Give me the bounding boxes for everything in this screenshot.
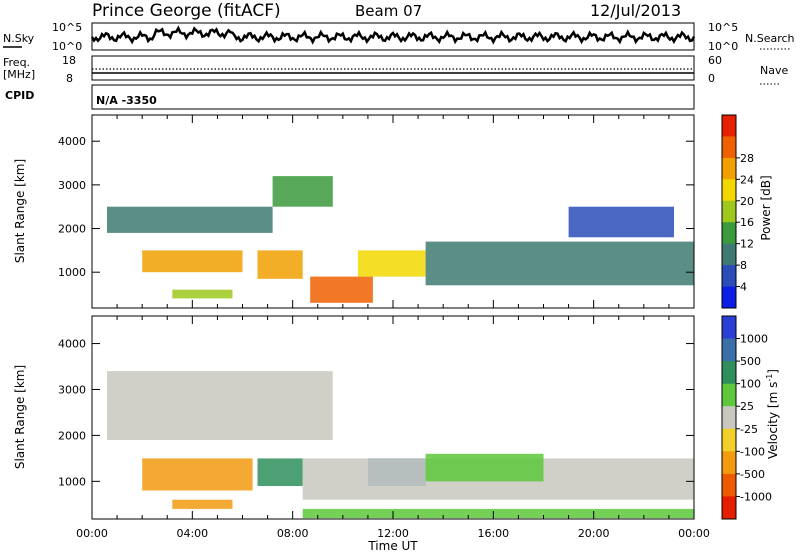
cpid-panel: CPID N/A -3350 <box>5 84 695 110</box>
velocity-panel: Slant Range [km] 1000 2000 3000 4000 00:00 0… <box>13 315 780 540</box>
noise-sky-trace <box>90 25 696 45</box>
power-region-3 <box>257 250 303 279</box>
vel-colorbar-segment <box>722 496 736 520</box>
power-region-6 <box>425 241 694 286</box>
x-tick-label: 00:00 <box>76 527 108 540</box>
power-colorbar-segment <box>722 265 736 287</box>
power-colorbar-tick-label: 16 <box>740 216 754 229</box>
nave-label: Nave <box>760 64 788 77</box>
power-colorbar-tick-label: 20 <box>740 195 754 208</box>
noise-left-tick-bottom: 10^0 <box>52 40 82 53</box>
x-tick-label: 04:00 <box>176 527 208 540</box>
power-ytick-label: 1000 <box>58 266 86 279</box>
date-title: 12/Jul/2013 <box>590 1 681 20</box>
power-colorbar-segment <box>722 286 736 309</box>
cpid-value: N/A -3350 <box>96 94 157 107</box>
power-colorbar-segment <box>722 200 736 223</box>
vel-ytick-label: 3000 <box>58 383 86 396</box>
power-panel: Slant Range [km] 1000 2000 3000 4000 4 8 12 16… <box>13 114 773 309</box>
x-tick-label: 00:00 <box>678 527 710 540</box>
power-ytick-label: 2000 <box>58 223 86 236</box>
vel-colorbar-tick-label: 100 <box>740 378 761 391</box>
vel-colorbar-tick-label: 1000 <box>740 333 768 346</box>
vel-colorbar-frame <box>721 315 737 520</box>
power-colorbar-tick-label: 4 <box>740 281 747 294</box>
power-colorbar-segment <box>722 222 736 245</box>
power-region-4 <box>310 276 373 303</box>
noise-left-label: N.Sky <box>3 32 35 45</box>
vel-colorbar-tick-label: -500 <box>740 468 765 481</box>
power-region-0 <box>107 206 273 233</box>
vel-colorbar-tick-label: 25 <box>740 400 754 413</box>
vel-colorbar-segment <box>722 451 736 475</box>
vel-colorbar-segment <box>722 361 736 385</box>
noise-right-label: N.Search <box>745 32 795 45</box>
vel-region-1 <box>142 458 253 491</box>
power-colorbar-segment <box>722 157 736 180</box>
power-region-5 <box>357 250 426 277</box>
velocity-colorbar-label: Velocity [m s-1] <box>765 369 780 459</box>
vel-ytick-label: 4000 <box>58 338 86 351</box>
freq-left-tick-bottom: 8 <box>66 72 73 85</box>
noise-panel: N.Sky 10^5 10^0 10^5 10^0 N.Search <box>3 21 795 53</box>
power-ytick-label: 4000 <box>58 135 86 148</box>
frequency-panel: Freq. [MHz] 18 8 60 0 Nave <box>3 54 788 85</box>
freq-label-line1: Freq. <box>3 56 30 69</box>
power-ytick-label: 3000 <box>58 179 86 192</box>
vel-region-2 <box>257 458 303 486</box>
vel-region-7 <box>302 508 694 519</box>
noise-right-tick-bottom: 10^0 <box>708 40 738 53</box>
vel-ytick-label: 2000 <box>58 429 86 442</box>
x-axis-label: Time UT <box>367 539 418 553</box>
vel-region-5 <box>425 453 544 482</box>
beam-title: Beam 07 <box>355 2 422 20</box>
power-colorbar-tick-label: 12 <box>740 238 754 251</box>
vel-colorbar-segment <box>722 428 736 452</box>
power-colorbar-segment <box>722 243 736 266</box>
power-region-7 <box>568 206 674 238</box>
vel-colorbar-tick-label: -25 <box>740 423 758 436</box>
power-colorbar-tick-label: 28 <box>740 152 754 165</box>
velocity-ylabel: Slant Range [km] <box>13 365 27 469</box>
vel-region-6 <box>172 499 233 509</box>
x-tick-label: 08:00 <box>277 527 309 540</box>
vel-colorbar-segment <box>722 316 736 340</box>
power-colorbar-segment <box>722 136 736 159</box>
x-tick-label: 16:00 <box>477 527 509 540</box>
vel-colorbar-segment <box>722 473 736 497</box>
vel-colorbar-segment <box>722 338 736 362</box>
power-colorbar-segment <box>722 115 736 137</box>
power-colorbar-segment <box>722 179 736 202</box>
freq-right-tick-top: 60 <box>708 54 722 67</box>
power-region-8 <box>172 289 233 299</box>
power-region-1 <box>272 176 333 207</box>
vel-colorbar-segment <box>722 383 736 407</box>
power-colorbar-label: Power [dB] <box>759 175 773 240</box>
freq-left-tick-top: 18 <box>62 54 76 67</box>
vel-ytick-label: 1000 <box>58 475 86 488</box>
vel-colorbar-tick-label: 500 <box>740 355 761 368</box>
freq-label-line2: [MHz] <box>3 68 35 81</box>
vel-colorbar-tick-label: -100 <box>740 445 765 458</box>
noise-right-tick-top: 10^5 <box>708 21 738 34</box>
freq-right-tick-bottom: 0 <box>708 72 715 85</box>
x-tick-label: 12:00 <box>377 527 409 540</box>
noise-left-tick-top: 10^5 <box>52 21 82 34</box>
power-region-2 <box>142 250 243 273</box>
power-colorbar-frame <box>721 114 737 309</box>
power-colorbar-tick-label: 8 <box>740 259 747 272</box>
power-colorbar-tick-label: 24 <box>740 173 754 186</box>
station-title: Prince George (fitACF) <box>92 1 281 21</box>
vel-colorbar-segment <box>722 406 736 430</box>
vel-region-0 <box>107 371 333 440</box>
x-tick-label: 20:00 <box>578 527 610 540</box>
power-ylabel: Slant Range [km] <box>13 159 27 263</box>
vel-colorbar-tick-label: -1000 <box>740 490 772 503</box>
cpid-label: CPID <box>5 89 34 102</box>
